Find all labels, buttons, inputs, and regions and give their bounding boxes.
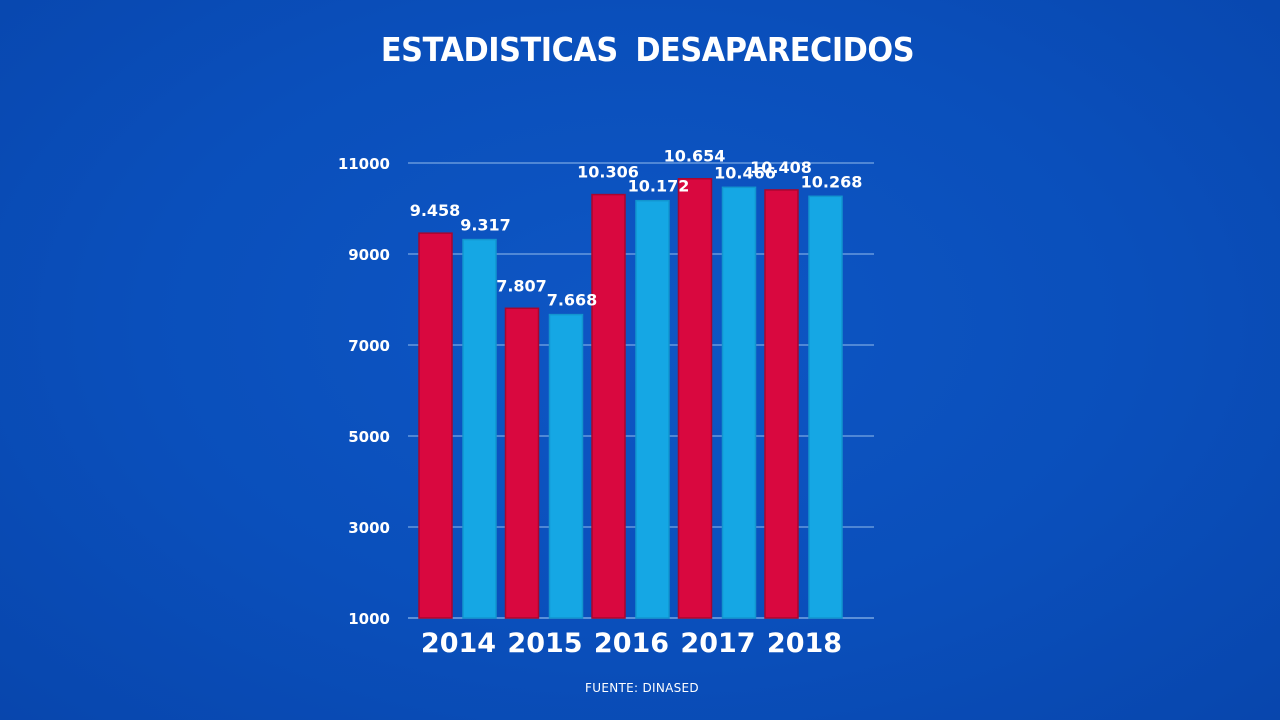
bar-2015-series-2	[548, 313, 584, 619]
bar-2016-series-1	[591, 193, 626, 619]
y-tick-label: 5000	[348, 428, 390, 446]
y-tick-label: 1000	[348, 610, 390, 628]
x-tick-label: 2014	[421, 628, 496, 659]
y-tick-label: 9000	[348, 246, 390, 264]
y-tick-label: 3000	[348, 519, 390, 537]
bar-2014-series-2	[462, 238, 497, 619]
bar-2018-series-1	[764, 189, 799, 619]
data-label: 10.172	[628, 177, 690, 196]
data-label: 9.458	[410, 201, 461, 220]
data-label: 10.654	[664, 147, 726, 166]
bar-2018-series-2	[808, 195, 843, 619]
data-label: 10.306	[577, 163, 639, 182]
x-tick-label: 2018	[767, 628, 842, 659]
data-label: 10.408	[750, 158, 812, 177]
chart-title: ESTADISTICAS DESAPARECIDOS	[380, 30, 915, 69]
bar-2016-series-2	[635, 199, 670, 619]
bar-2017-series-1	[677, 177, 713, 619]
y-tick-label: 7000	[348, 337, 390, 355]
data-label: 10.466	[714, 163, 776, 182]
bar-2017-series-2	[721, 186, 757, 619]
data-label: 9.317	[460, 216, 511, 235]
data-label: 7.807	[496, 276, 547, 295]
x-tick-label: 2016	[594, 628, 669, 659]
data-label: 7.668	[547, 291, 598, 310]
y-tick-label: 11000	[338, 155, 390, 173]
bar-2015-series-1	[504, 307, 540, 619]
chart-source: FUENTE: DINASED	[585, 681, 699, 695]
bar-2014-series-1	[418, 232, 453, 619]
x-tick-label: 2015	[507, 628, 582, 659]
x-tick-label: 2017	[680, 628, 755, 659]
data-label: 10.268	[801, 172, 863, 191]
bars	[418, 177, 843, 619]
